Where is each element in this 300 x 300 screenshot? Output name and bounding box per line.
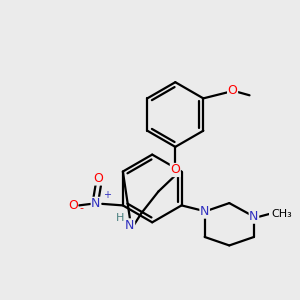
Text: N: N <box>91 197 101 210</box>
Text: N: N <box>200 205 209 218</box>
Text: O: O <box>170 164 180 176</box>
Text: O: O <box>93 172 103 185</box>
Text: +: + <box>103 190 111 200</box>
Text: N: N <box>249 210 259 223</box>
Text: CH₃: CH₃ <box>271 208 292 219</box>
Text: O: O <box>228 84 238 97</box>
Text: O: O <box>68 199 78 212</box>
Text: N: N <box>125 219 135 232</box>
Text: -: - <box>79 204 83 214</box>
Text: H: H <box>116 213 124 223</box>
